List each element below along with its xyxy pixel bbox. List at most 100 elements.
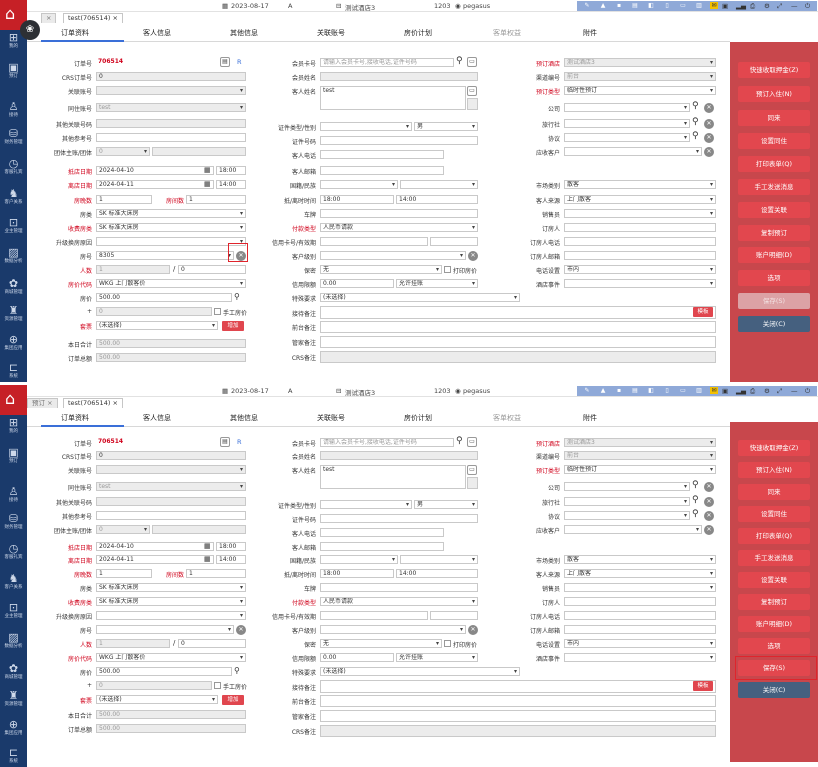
tab-order-info[interactable]: 订单资料 <box>61 29 89 37</box>
star-icon[interactable]: ✉ <box>710 2 718 9</box>
floating-menu-button[interactable]: ❀ <box>20 20 40 40</box>
quick-deposit-button[interactable]: 快速收取押金(Z) <box>738 62 810 78</box>
nights-input[interactable]: 1 <box>96 195 152 204</box>
sidebar-item-finance[interactable]: ⛁ 财务管理 <box>0 513 27 539</box>
sales-account-clear-icon[interactable]: ✕ <box>704 147 714 157</box>
add-package-button[interactable]: 增加 <box>222 695 244 705</box>
arrive-date-input[interactable]: 2024-04-10 <box>96 542 214 551</box>
close-button[interactable]: 关闭(C) <box>738 316 810 332</box>
credit-type-select[interactable]: 允许挂账 <box>396 653 478 662</box>
guest-name-input[interactable]: test <box>320 465 466 489</box>
printer-icon[interactable]: ▭ <box>680 387 686 394</box>
tab-booking[interactable]: 预订 × <box>27 398 58 408</box>
gear-icon[interactable]: ⚙ <box>764 387 770 395</box>
children-input[interactable]: 0 <box>178 639 246 648</box>
channel-select[interactable]: 前台 <box>564 72 716 81</box>
guarantee-select[interactable]: 无 <box>320 639 442 648</box>
children-input[interactable]: 0 <box>178 265 246 274</box>
set-share-button[interactable]: 设置同住 <box>738 506 810 522</box>
edit-icon[interactable]: ▤ <box>220 437 230 447</box>
agent-search-icon[interactable]: ⚲ <box>692 117 699 127</box>
save-button[interactable]: 保存(S) <box>738 660 810 676</box>
card-no-input[interactable] <box>320 237 428 246</box>
close-icon[interactable]: × <box>112 14 118 22</box>
depart-calendar-icon[interactable]: ▦ <box>204 555 211 563</box>
tab-linked-account[interactable]: 关联账号 <box>317 29 345 37</box>
card-exp-input[interactable] <box>430 611 478 620</box>
id-no-input[interactable] <box>320 136 478 145</box>
sidebar-item-mall[interactable]: ✿ 商城管理 <box>0 278 27 304</box>
star-icon[interactable]: ✉ <box>710 387 718 394</box>
depart-time-input[interactable]: 14:00 <box>216 180 246 189</box>
tab-order-test[interactable]: test(706514) × <box>63 13 123 23</box>
channel-select[interactable]: 前台 <box>564 451 716 460</box>
clear-room-icon[interactable]: ✕ <box>236 625 246 635</box>
front-note-input[interactable] <box>320 695 716 707</box>
sidebar-item-crm[interactable]: ♞ 客户关系 <box>0 573 27 599</box>
arrive-date-input[interactable]: 2024-04-10 <box>96 166 214 175</box>
pay-type-select[interactable]: 人民币请款 <box>320 223 478 232</box>
id-type-select[interactable] <box>320 500 412 509</box>
company-select[interactable] <box>564 482 690 491</box>
agent-select[interactable] <box>564 497 690 506</box>
depart-calendar-icon[interactable]: ▦ <box>204 180 211 188</box>
member-card-icon[interactable]: ▭ <box>467 57 477 67</box>
close-button[interactable]: 关闭(C) <box>738 682 810 698</box>
clear-level-icon[interactable]: ✕ <box>468 251 478 261</box>
rate-code-select[interactable]: WKG 上门散客价 <box>96 279 246 288</box>
hk-note-input[interactable] <box>320 710 716 722</box>
edit-template-button[interactable]: 模板 <box>693 307 713 317</box>
colleague-no-select[interactable]: test <box>96 482 246 491</box>
rooms-input[interactable]: 1 <box>186 195 246 204</box>
tab-booking-close[interactable]: × <box>41 13 57 23</box>
source-search-icon[interactable]: ⚲ <box>692 509 699 519</box>
special-req-select[interactable]: (未选择) <box>320 667 520 676</box>
guest-level-select[interactable] <box>320 625 466 634</box>
adults-input[interactable]: 1 <box>96 265 170 274</box>
sidebar-item-finance[interactable]: ⛁ 财务管理 <box>0 128 27 154</box>
guest-name-scroll[interactable] <box>467 98 478 110</box>
sidebar-item-booking[interactable]: ▣ 预订 <box>0 447 27 473</box>
sidebar-item-owner[interactable]: ⊡ 业主管理 <box>0 217 27 243</box>
hotel-events-select[interactable] <box>564 279 716 288</box>
account-detail-button[interactable]: 账户明细(D) <box>738 247 810 263</box>
list-icon[interactable]: ▥ <box>696 387 702 394</box>
room-no-select[interactable]: 8305 <box>96 251 234 260</box>
member-card-input[interactable]: 请输入会员卡号,接收电话,证件号码 <box>320 58 454 67</box>
book-type-select[interactable]: 临时性预订 <box>564 86 716 95</box>
credit-type-select[interactable]: 允许挂账 <box>396 279 478 288</box>
upgrade-reason-select[interactable] <box>96 611 246 620</box>
card-no-input[interactable] <box>320 611 428 620</box>
tab-rate-plan[interactable]: 房价计划 <box>404 414 432 422</box>
options-button[interactable]: 选项 <box>738 270 810 286</box>
company-search-icon[interactable]: ⚲ <box>692 480 699 490</box>
charge-room-type-select[interactable]: SK 标准大床房 <box>96 597 246 606</box>
sidebar-item-reception[interactable]: ♙ 接待 <box>0 101 27 127</box>
rate-input[interactable]: 500.00 <box>96 667 232 676</box>
tab-other-info[interactable]: 其他信息 <box>230 414 258 422</box>
booker-email-input[interactable] <box>564 625 716 634</box>
print-rate-checkbox[interactable] <box>444 640 451 647</box>
sidebar-item-mall[interactable]: ✿ 商城管理 <box>0 663 27 689</box>
room-type-select[interactable]: SK 标准大床房 <box>96 209 246 218</box>
document-icon[interactable]: ◧ <box>648 387 654 394</box>
phone-setup-select[interactable]: 市内 <box>564 265 716 274</box>
room-type-select[interactable]: SK 标准大床房 <box>96 583 246 592</box>
package-select[interactable]: (未选择) <box>96 695 218 704</box>
minimize-icon[interactable]: — <box>791 387 798 395</box>
tab-guest-info[interactable]: 客人信息 <box>143 414 171 422</box>
quick-deposit-button[interactable]: 快速收取押金(Z) <box>738 440 810 456</box>
guest-name-scroll[interactable] <box>467 477 478 489</box>
agent-search-icon[interactable]: ⚲ <box>692 495 699 505</box>
pay-type-select[interactable]: 人民币请款 <box>320 597 478 606</box>
related-no-select[interactable] <box>96 86 246 95</box>
book-type-select[interactable]: 临时性预订 <box>564 465 716 474</box>
sidebar-item-resource[interactable]: ♜ 资源管理 <box>0 690 27 716</box>
rate-code-select[interactable]: WKG 上门散客价 <box>96 653 246 662</box>
cart-icon[interactable]: ▪ <box>616 387 622 394</box>
pin-icon[interactable]: ✎ <box>584 387 590 394</box>
upgrade-reason-select[interactable] <box>96 237 246 246</box>
guest-phone-input[interactable] <box>320 528 444 537</box>
set-link-button[interactable]: 设置关联 <box>738 572 810 588</box>
clear-room-icon[interactable]: ✕ <box>236 251 246 261</box>
